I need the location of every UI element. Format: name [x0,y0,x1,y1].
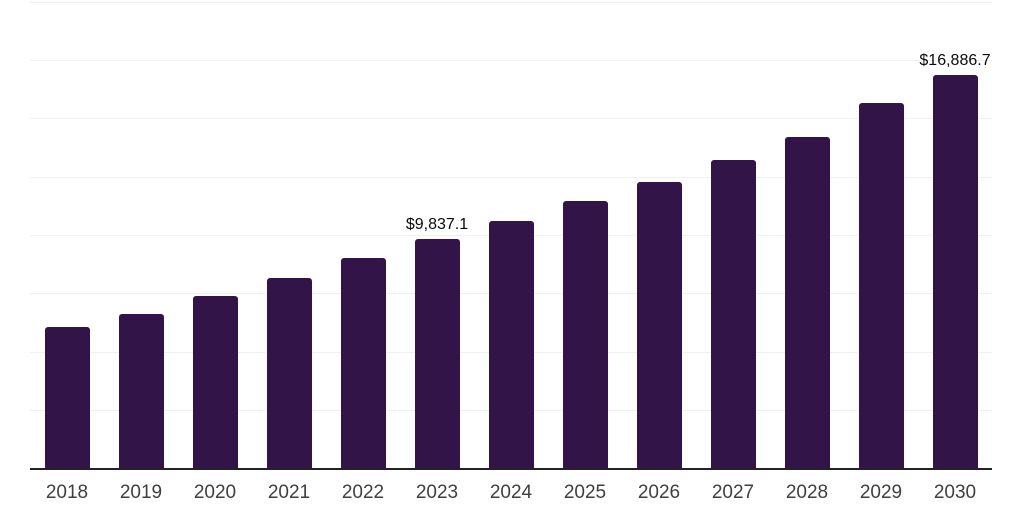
x-tick-2025: 2025 [563,482,607,503]
bar-2020 [192,296,238,469]
bar-2028 [784,137,830,469]
x-tick-2030: 2030 [933,482,977,503]
bar-2027 [710,160,756,469]
x-tick-2018: 2018 [45,482,89,503]
gridline-20000 [30,1,992,3]
gridline-17500 [30,59,992,61]
bar-2029 [858,102,904,469]
bar-2025 [562,201,608,469]
bar-2022 [340,258,386,469]
data-label-2030: $16,886.7 [919,51,991,69]
x-tick-2019: 2019 [119,482,163,503]
x-tick-2029: 2029 [859,482,903,503]
x-tick-2021: 2021 [267,482,311,503]
bar-2023 [414,239,460,469]
data-label-2023: $9,837.1 [405,216,469,234]
x-tick-2026: 2026 [637,482,681,503]
x-tick-2022: 2022 [341,482,385,503]
bar-2019 [118,313,164,469]
gridline-15000 [30,118,992,120]
x-tick-2027: 2027 [711,482,755,503]
x-tick-2020: 2020 [193,482,237,503]
bar-2030 [932,74,978,469]
bar-2018 [44,326,90,469]
gridline-12500 [30,176,992,178]
bar-2026 [636,181,682,469]
x-axis-line [30,468,992,470]
bar-2024 [488,221,534,469]
x-tick-2024: 2024 [489,482,533,503]
bar-2021 [266,277,312,469]
x-tick-2023: 2023 [415,482,459,503]
x-tick-2028: 2028 [785,482,829,503]
